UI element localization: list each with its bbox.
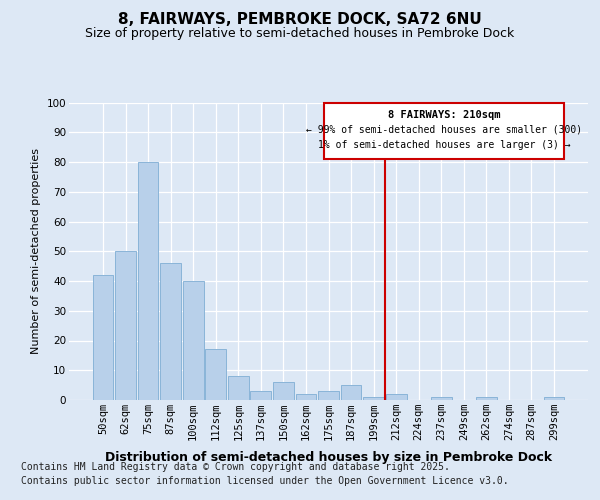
Bar	[544, 397, 565, 400]
Text: 1% of semi-detached houses are larger (3) →: 1% of semi-detached houses are larger (3…	[318, 140, 571, 149]
Bar	[228, 376, 248, 400]
Y-axis label: Number of semi-detached properties: Number of semi-detached properties	[31, 148, 41, 354]
Bar	[273, 382, 294, 400]
Bar	[183, 281, 203, 400]
Bar	[386, 394, 407, 400]
Bar	[363, 397, 384, 400]
X-axis label: Distribution of semi-detached houses by size in Pembroke Dock: Distribution of semi-detached houses by …	[105, 452, 552, 464]
Bar	[296, 394, 316, 400]
Bar	[160, 263, 181, 400]
Text: Size of property relative to semi-detached houses in Pembroke Dock: Size of property relative to semi-detach…	[85, 28, 515, 40]
Bar	[137, 162, 158, 400]
Bar	[318, 391, 339, 400]
Text: ← 99% of semi-detached houses are smaller (300): ← 99% of semi-detached houses are smalle…	[306, 125, 582, 135]
Text: Contains HM Land Registry data © Crown copyright and database right 2025.: Contains HM Land Registry data © Crown c…	[21, 462, 450, 472]
Bar	[431, 397, 452, 400]
Text: 8, FAIRWAYS, PEMBROKE DOCK, SA72 6NU: 8, FAIRWAYS, PEMBROKE DOCK, SA72 6NU	[118, 12, 482, 28]
Bar	[115, 252, 136, 400]
FancyBboxPatch shape	[324, 102, 564, 159]
Bar	[250, 391, 271, 400]
Text: Contains public sector information licensed under the Open Government Licence v3: Contains public sector information licen…	[21, 476, 509, 486]
Text: 8 FAIRWAYS: 210sqm: 8 FAIRWAYS: 210sqm	[388, 110, 500, 120]
Bar	[92, 275, 113, 400]
Bar	[341, 385, 361, 400]
Bar	[205, 350, 226, 400]
Bar	[476, 397, 497, 400]
